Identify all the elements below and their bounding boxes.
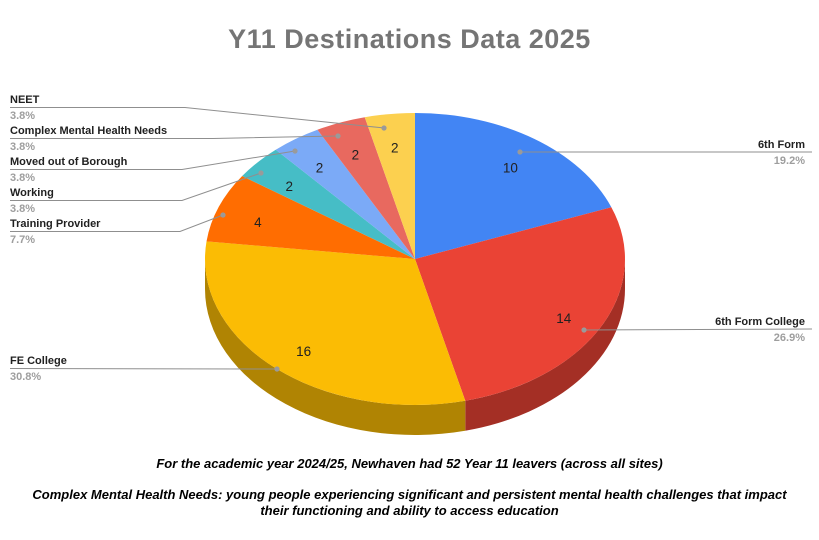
pie-slice-neet[interactable] <box>364 113 415 259</box>
slice-label-neet: NEET 3.8% <box>10 94 39 123</box>
slice-label-percent: 3.8% <box>10 203 36 215</box>
callout-line-training-provider <box>10 214 224 232</box>
slice-label-name: Moved out of Borough <box>10 156 128 168</box>
slice-value-working: 2 <box>285 179 293 194</box>
slice-label-name: Complex Mental Health Needs <box>10 125 168 137</box>
slice-value-moved-out-of-borough: 2 <box>316 160 324 175</box>
callout-dot-moved-out-of-borough <box>292 148 298 154</box>
slice-label-name: Working <box>10 187 54 199</box>
pie-slice-6th-form-college[interactable] <box>415 207 625 401</box>
slice-label-name: FE College <box>10 355 67 367</box>
pie-slice-6th-form[interactable] <box>415 113 612 259</box>
slice-value-fe-college: 16 <box>296 344 311 359</box>
slice-value-6th-form-college: 14 <box>556 311 572 326</box>
slice-label-percent: 26.9% <box>773 332 805 344</box>
slice-value-neet: 2 <box>391 141 399 156</box>
slice-label-percent: 3.8% <box>10 172 36 184</box>
chart-title: Y11 Destinations Data 2025 <box>228 24 591 54</box>
slice-value-6th-form: 10 <box>503 160 518 175</box>
slice-label-name: Training Provider <box>10 218 101 230</box>
callout-line-complex-mental-health-needs <box>10 135 339 139</box>
slice-value-complex-mental-health-needs: 2 <box>352 147 360 162</box>
slice-label-complex-mental-health-needs: Complex Mental Health Needs 3.8% <box>10 125 167 154</box>
slice-label-name: 6th Form College <box>715 316 805 328</box>
slice-value-training-provider: 4 <box>254 215 262 230</box>
callout-line-6th-form-college <box>583 328 813 331</box>
callout-dot-6th-form <box>517 149 523 155</box>
slice-label-percent: 7.7% <box>10 234 36 246</box>
footnote-leavers: For the academic year 2024/25, Newhaven … <box>156 456 663 471</box>
callout-dot-fe-college <box>274 366 280 372</box>
slice-label-name: NEET <box>10 94 40 106</box>
pie-slice-rim-6th-form-college <box>465 259 625 431</box>
slice-label-percent: 3.8% <box>10 141 36 153</box>
pie-slice-complex-mental-health-needs[interactable] <box>317 117 415 260</box>
pie-slice-moved-out-of-borough[interactable] <box>275 129 415 259</box>
callout-line-fe-college <box>9 368 278 370</box>
callout-line-working <box>10 172 262 201</box>
slice-label-working: Working 3.8% <box>10 187 54 216</box>
callout-dot-6th-form-college <box>581 327 587 333</box>
slice-label-moved-out-of-borough: Moved out of Borough 3.8% <box>10 156 127 185</box>
callout-dot-neet <box>381 125 387 131</box>
footnote-cmhn-definition: Complex Mental Health Needs: young peopl… <box>32 487 787 518</box>
pie-slice-working[interactable] <box>242 149 415 259</box>
pie-slice-training-provider[interactable] <box>206 176 415 259</box>
slice-label-percent: 19.2% <box>773 155 805 167</box>
slice-label-6th-form: 6th Form 19.2% <box>758 139 805 168</box>
callout-dot-complex-mental-health-needs <box>335 133 341 139</box>
pie-slice-fe-college[interactable] <box>204 241 466 406</box>
callout-line-neet <box>10 107 385 129</box>
slice-label-percent: 30.8% <box>10 371 42 383</box>
pie-slice-rim-fe-college <box>205 259 466 436</box>
slice-label-training-provider: Training Provider 7.7% <box>10 218 100 247</box>
slice-label-percent: 3.8% <box>10 110 36 122</box>
callout-dot-training-provider <box>220 212 226 218</box>
slice-label-6th-form-college: 6th Form College 26.9% <box>715 316 805 345</box>
slice-label-fe-college: FE College 30.8% <box>10 355 67 384</box>
slice-label-name: 6th Form <box>757 139 805 151</box>
callout-dot-working <box>258 170 264 176</box>
callout-line-moved-out-of-borough <box>10 150 296 170</box>
